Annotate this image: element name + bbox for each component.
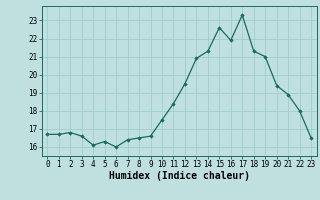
X-axis label: Humidex (Indice chaleur): Humidex (Indice chaleur) [109, 171, 250, 181]
